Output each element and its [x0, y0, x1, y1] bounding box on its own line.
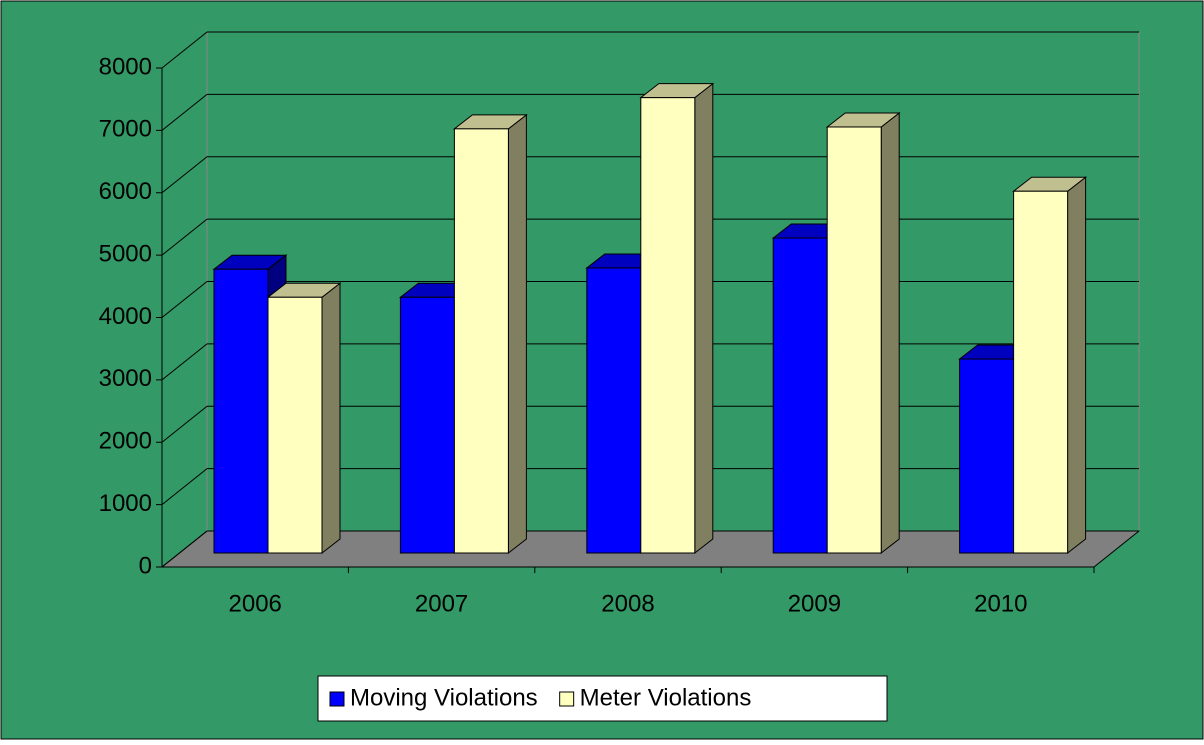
bar: [639, 82, 715, 555]
x-tick-label: 2008: [601, 590, 654, 617]
bar-front: [586, 267, 642, 554]
grid-line: [161, 281, 208, 318]
bar-side: [321, 282, 341, 555]
x-tick-label: 2006: [229, 590, 282, 617]
x-tick-label: 2007: [415, 590, 468, 617]
bar-front: [826, 126, 882, 554]
bar-side: [507, 113, 527, 555]
bar-side: [880, 111, 900, 555]
legend: [317, 675, 888, 722]
x-tick-label: 2009: [788, 590, 841, 617]
bar-front: [772, 237, 828, 554]
grid-line: [161, 405, 208, 443]
y-tick-label: 2000: [99, 428, 152, 455]
y-tick-label: 0: [139, 552, 152, 579]
y-tick-label: 3000: [99, 365, 152, 392]
grid-line: [161, 530, 208, 568]
grid-line: [161, 93, 208, 131]
y-tick-label: 8000: [99, 53, 152, 80]
legend-swatch: [329, 691, 345, 707]
legend-label: Moving Violations: [350, 684, 538, 711]
plot-area: 0 1000 2000 3000 4000 5000 6000 7000 8000 2006 200…: [99, 31, 1141, 617]
grid-line: [161, 218, 208, 256]
bar-front: [399, 296, 455, 554]
grid-line: [161, 468, 208, 506]
bar-front: [213, 268, 269, 554]
bar-front: [959, 358, 1015, 554]
grid-line: [161, 343, 208, 381]
grid-line: [161, 31, 208, 69]
bar-front: [640, 97, 696, 554]
bar-front: [267, 296, 323, 554]
bar: [825, 111, 901, 555]
bar-side: [694, 82, 714, 555]
legend-label: Meter Violations: [580, 684, 752, 711]
grid-line: [161, 156, 208, 194]
bar: [1012, 176, 1088, 555]
y-tick-label: 7000: [99, 116, 152, 143]
bar: [266, 282, 342, 555]
bar: [452, 113, 528, 555]
bar-front: [1013, 190, 1069, 554]
bar-side: [1067, 176, 1087, 555]
y-tick-label: 6000: [99, 178, 152, 205]
bar-front: [453, 128, 509, 554]
legend-swatch: [559, 691, 575, 707]
y-tick-label: 5000: [99, 240, 152, 267]
y-tick-label: 4000: [99, 303, 152, 330]
y-tick-label: 1000: [99, 490, 152, 517]
x-tick-label: 2010: [974, 590, 1027, 617]
